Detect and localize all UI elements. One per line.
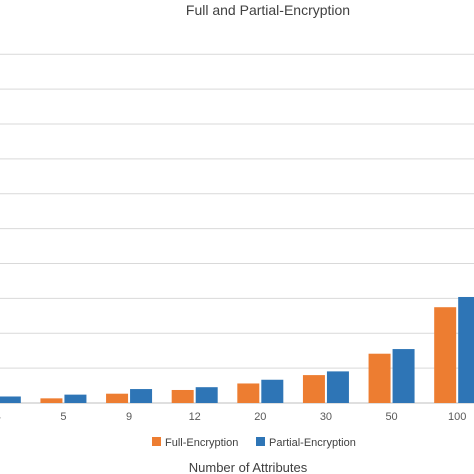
- x-tick-label: 12: [189, 411, 201, 423]
- x-axis-label: Number of Attributes: [189, 460, 308, 474]
- legend-label-full-encryption: Full-Encryption: [165, 437, 238, 449]
- x-tick-label: 9: [126, 411, 132, 423]
- x-tick-label: 4: [0, 411, 1, 423]
- bar-full-encryption-9: [106, 393, 129, 403]
- chart-title: Full and Partial-Encryption: [186, 2, 350, 18]
- legend-swatch-partial-encryption: [256, 437, 265, 446]
- gridlines: [0, 53, 474, 404]
- x-tick-label: 50: [385, 411, 397, 423]
- bar-full-encryption-20: [237, 383, 260, 403]
- x-tick-label: 5: [60, 411, 66, 423]
- bar-partial-encryption-100: [458, 296, 474, 403]
- x-tick-label: 20: [254, 411, 266, 423]
- x-tick-label: 100: [448, 411, 466, 423]
- bar-full-encryption-12: [171, 389, 194, 403]
- legend-swatch-full-encryption: [152, 437, 161, 446]
- bar-full-encryption-5: [40, 398, 63, 403]
- bar-full-encryption-30: [302, 375, 325, 403]
- bar-full-encryption-100: [434, 307, 457, 403]
- legend-label-partial-encryption: Partial-Encryption: [269, 437, 356, 449]
- bar-partial-encryption-50: [392, 349, 415, 403]
- bar-partial-encryption-5: [64, 394, 87, 403]
- bar-partial-encryption-12: [195, 387, 218, 403]
- bar-partial-encryption-9: [130, 389, 153, 403]
- x-tick-label: 30: [320, 411, 332, 423]
- bar-partial-encryption-4: [0, 396, 21, 403]
- legend: Full-Encryption Partial-Encryption: [152, 437, 356, 449]
- bar-partial-encryption-30: [326, 371, 349, 403]
- bar-partial-encryption-20: [261, 379, 284, 403]
- bar-full-encryption-50: [368, 353, 391, 403]
- bars: [0, 296, 474, 403]
- x-tick-labels: 4 5 9 12 20 30 50 100: [0, 411, 466, 423]
